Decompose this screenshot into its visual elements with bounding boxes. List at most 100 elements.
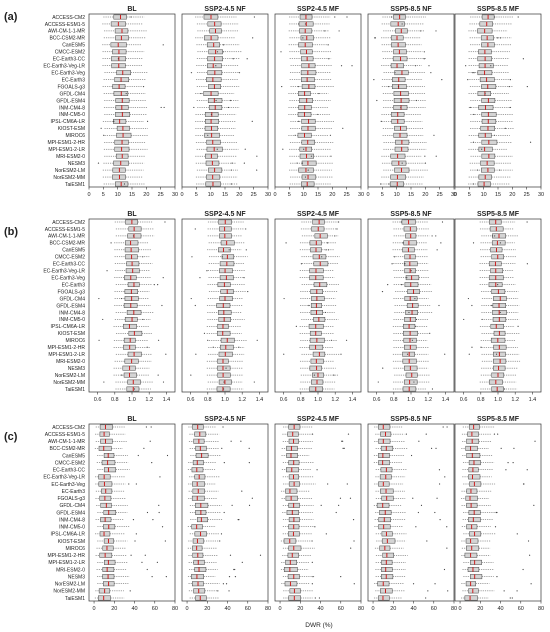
outlier	[347, 433, 350, 435]
boxplot-ACCESS-ESM1-5	[461, 431, 499, 437]
boxplot-MPI-ESM1-2-HR	[282, 552, 312, 558]
outlier	[311, 433, 314, 435]
boxplot-EC-Earth3-Veg	[479, 275, 515, 281]
boxplot-INM-CM4-8	[288, 105, 329, 110]
boxplot-ACCESS-ESM1-5	[393, 226, 429, 232]
outlier	[106, 270, 108, 272]
boxplot-BCC-CSM2-MR	[374, 35, 421, 41]
outlier	[493, 134, 496, 136]
model-label: EC-Earth3-Veg	[51, 275, 85, 281]
box	[309, 240, 322, 246]
box	[192, 481, 205, 487]
x-tick-label: 15	[495, 192, 501, 198]
x-tick-label: 0	[459, 606, 462, 612]
model-label: IPSL-CM6A-LR	[51, 119, 86, 125]
boxplot-MPI-ESM1-2-HR	[113, 344, 151, 350]
outlier	[153, 284, 155, 286]
x-tick-label: 1.2	[331, 397, 339, 403]
outlier	[312, 576, 314, 578]
box	[481, 112, 497, 117]
outlier	[529, 141, 532, 143]
boxplot-AWI-CM-1-1-MR	[468, 28, 508, 34]
box	[392, 84, 407, 89]
box	[100, 517, 112, 523]
model-label: ACCESS-CM2	[52, 425, 85, 431]
x-tick-label: 1.4	[256, 397, 264, 403]
boxplot-TaiESM1	[373, 595, 427, 601]
boxplot-ACCESS-CM2	[207, 219, 244, 225]
x-tick-label: 40	[410, 606, 416, 612]
panel-title: SSP5-8.5 MF	[477, 6, 520, 13]
x-tick-label: 20	[236, 192, 242, 198]
x-tick-label: 10	[208, 192, 214, 198]
outlier	[318, 597, 321, 599]
outlier	[526, 221, 528, 223]
boxplot-EC-Earth3-Veg	[383, 70, 432, 76]
model-label: NorESM2-MM	[53, 380, 85, 386]
x-tick-label: 30	[538, 192, 544, 198]
outlier	[472, 183, 474, 185]
boxplot-CMCC-ESM2	[373, 460, 403, 466]
boxplot-CanESM5	[114, 247, 152, 253]
outlier	[512, 462, 514, 464]
outlier	[216, 148, 218, 150]
x-tick-label: 40	[131, 606, 137, 612]
boxplot-EC-Earth3-Veg-LR	[290, 63, 353, 69]
box	[285, 559, 297, 565]
outlier	[439, 519, 441, 521]
boxplot-EC-Earth3-Veg	[95, 481, 137, 487]
model-label: EC-Earth3	[62, 77, 86, 83]
boxplot-NESM3	[481, 365, 518, 371]
box	[102, 545, 114, 551]
boxplot-MPI-ESM1-2-HR	[393, 344, 430, 350]
outlier	[194, 304, 196, 307]
boxplot-TaiESM1	[461, 595, 513, 601]
x-tick-label: 30	[358, 192, 364, 198]
boxplot-TaiESM1	[392, 386, 434, 392]
boxplot-KIOST-ESM	[290, 125, 344, 131]
box	[207, 98, 223, 103]
x-tick-label: 5	[381, 192, 384, 198]
boxplot-NorESM2-LM	[188, 581, 228, 587]
outlier	[324, 311, 326, 314]
boxplot-GFDL-CM4	[98, 296, 150, 301]
outlier	[103, 134, 105, 136]
outlier	[443, 568, 446, 571]
boxplot-EC-Earth3-Veg-LR	[479, 268, 514, 274]
boxplot-CMCC-ESM2	[462, 460, 514, 466]
boxplot-MRI-ESM2-0	[188, 567, 236, 572]
boxplot-KIOST-ESM	[382, 125, 424, 131]
box	[220, 240, 235, 246]
box	[311, 296, 325, 301]
panel: SSP2-4.5 MF 0 20 40 60 80	[274, 416, 364, 612]
boxplot-IPSL-CM6A-LR	[392, 323, 428, 329]
x-tick-label: 15	[129, 192, 135, 198]
boxplot-NorESM2-LM	[461, 581, 532, 587]
outlier	[420, 504, 423, 506]
boxplot-BCC-CSM2-MR	[208, 240, 245, 246]
boxplot-EC-Earth3	[387, 282, 432, 288]
outlier	[447, 590, 449, 592]
outlier	[313, 374, 316, 376]
model-label: GFDL-ESM4	[56, 98, 85, 104]
x-tick-label: 30	[172, 192, 178, 198]
box	[97, 595, 111, 601]
box	[465, 538, 479, 544]
box	[301, 125, 316, 131]
box	[192, 545, 203, 551]
boxplot-MPI-ESM1-2-HR	[299, 344, 334, 350]
boxplot-NorESM2-LM	[190, 372, 244, 378]
panel-title: SSP5-8.5 NF	[390, 211, 432, 218]
boxplot-EC-Earth3-Veg-LR	[106, 268, 150, 274]
panel: SSP2-4.5 MF 0.6 0.8 1.0 1.2 1.4	[274, 211, 362, 403]
outlier	[230, 99, 232, 102]
outlier	[307, 169, 309, 171]
outlier	[534, 440, 536, 442]
outlier	[318, 92, 320, 95]
boxplot-GFDL-CM4	[96, 502, 160, 508]
boxplot-CanESM5	[373, 453, 413, 458]
x-tick-label: 80	[451, 606, 457, 612]
outlier	[415, 99, 417, 102]
x-tick-label: 80	[265, 606, 271, 612]
